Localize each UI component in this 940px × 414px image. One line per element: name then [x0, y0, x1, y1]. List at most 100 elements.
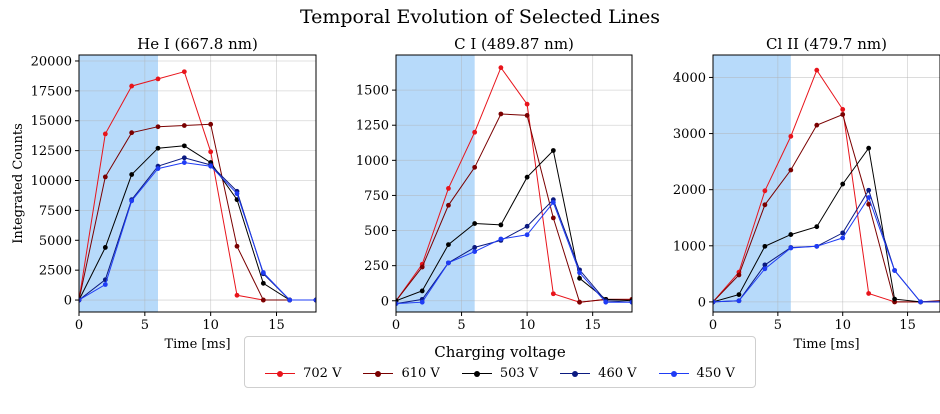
legend-label: 460 V: [598, 366, 637, 381]
data-point: [155, 76, 161, 82]
x-tick-label: 5: [774, 318, 782, 333]
data-point: [181, 69, 187, 75]
data-point: [629, 299, 632, 305]
legend-items: 702 V 610 V 503 V 460 V 450 V: [245, 366, 755, 381]
data-point: [472, 249, 478, 255]
data-point: [550, 200, 556, 205]
legend: Charging voltage 702 V 610 V 503 V 460 V 450…: [244, 336, 756, 388]
panel-1: 0 5 10 15 0 2500 5000 7500 10000 12500 15000 17500 2…: [11, 35, 317, 352]
y-tick-label: 0: [64, 294, 72, 309]
data-point: [866, 195, 872, 200]
data-point: [788, 245, 794, 251]
x-tick-label: 10: [834, 318, 851, 333]
data-point: [260, 270, 266, 275]
series-line-450v: [396, 201, 632, 305]
data-point: [419, 299, 425, 305]
data-point: [866, 201, 872, 207]
data-point: [446, 202, 451, 208]
legend-item: 450 V: [658, 366, 735, 381]
data-point: [524, 112, 530, 118]
data-point: [208, 149, 214, 155]
data-point: [762, 202, 768, 208]
y-tick-label: 12500: [31, 144, 72, 159]
data-point: [736, 298, 742, 304]
data-point: [866, 145, 872, 151]
y-tick-label: 750: [364, 189, 389, 204]
data-point: [102, 245, 108, 250]
panels: 0 5 10 150250050007500100001250015000175002…: [11, 35, 940, 352]
series-group: [396, 65, 632, 306]
data-point: [866, 291, 872, 296]
data-point: [181, 123, 187, 128]
data-point: [446, 260, 451, 266]
data-point: [260, 280, 266, 286]
data-point: [102, 131, 108, 137]
data-point: [181, 155, 187, 161]
data-point: [713, 299, 716, 305]
data-point: [892, 268, 897, 273]
data-point: [840, 107, 846, 112]
y-tick-label: 10000: [31, 174, 72, 189]
data-point: [762, 262, 768, 268]
y-tick-label: 1250: [356, 119, 389, 134]
y-tick-label: 1500: [356, 84, 389, 99]
figure-suptitle: Temporal Evolution of Selected Lines: [300, 6, 660, 28]
data-point: [129, 83, 135, 89]
data-point: [181, 160, 187, 165]
data-point: [498, 236, 504, 242]
axes-frame: [395, 54, 633, 313]
data-point: [155, 166, 161, 171]
y-tick-label: 2500: [39, 264, 72, 279]
y-tick-label: 0: [381, 294, 389, 309]
data-point: [234, 191, 240, 197]
series-line-503v: [79, 145, 316, 301]
legend-item: 460 V: [560, 366, 637, 381]
x-tick-label: 0: [392, 318, 400, 333]
data-point: [208, 163, 214, 169]
data-point: [524, 223, 530, 229]
data-point: [498, 222, 504, 228]
data-point: [498, 65, 504, 71]
data-point: [762, 188, 768, 194]
data-point: [550, 215, 556, 221]
data-point: [524, 101, 530, 107]
data-point: [840, 230, 846, 236]
series-line-610v: [396, 113, 632, 303]
data-point: [577, 299, 582, 305]
data-point: [788, 167, 794, 173]
x-tick-label: 10: [519, 318, 536, 333]
series-line-503v: [396, 149, 632, 302]
data-point: [840, 235, 846, 241]
legend-label: 503 V: [499, 366, 539, 381]
legend-item: 610 V: [363, 366, 440, 381]
series-group: [713, 67, 940, 305]
data-point: [550, 148, 556, 153]
panel-title: He I (667.8 nm): [137, 35, 258, 53]
axes-frame: [712, 54, 940, 313]
legend-swatch: [265, 368, 296, 380]
y-tick-label: 4000: [673, 71, 706, 86]
legend-swatch: [363, 368, 394, 380]
data-point: [814, 122, 820, 128]
data-point: [814, 243, 820, 249]
series-line-460v: [396, 198, 632, 305]
data-point: [472, 244, 478, 250]
data-point: [313, 297, 316, 303]
y-tick-label: 17500: [31, 84, 72, 99]
panel-3: 0 5 10 15 0 1000 2000 3000 4000 Cl II (479.7 nm) T…: [673, 35, 940, 352]
data-point: [129, 198, 135, 204]
x-tick-label: 5: [457, 318, 465, 333]
legend-label: 702 V: [303, 366, 342, 381]
legend-label: 610 V: [401, 366, 440, 381]
data-point: [419, 288, 425, 294]
x-tick-label: 15: [268, 318, 285, 333]
data-point: [129, 172, 135, 177]
legend-label: 450 V: [696, 366, 735, 381]
x-tick-label: 5: [141, 318, 149, 333]
x-tick-label: 10: [202, 318, 219, 333]
data-point: [762, 243, 768, 249]
data-point: [472, 221, 478, 226]
y-tick-label: 3000: [673, 127, 706, 142]
data-point: [419, 264, 425, 270]
x-tick-label: 15: [899, 318, 916, 333]
